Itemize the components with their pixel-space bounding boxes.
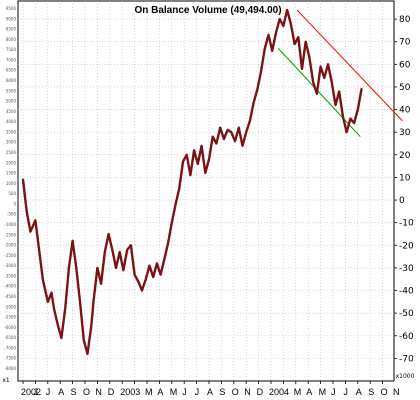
left-tick-label: -4500	[4, 294, 16, 299]
x-tick-label: M	[294, 387, 302, 397]
right-axis-unit-label: x1000	[396, 373, 415, 380]
left-tick-label: 6000	[6, 78, 17, 83]
left-tick-label: 7500	[6, 47, 17, 52]
right-tick-label: 60	[399, 60, 411, 70]
x-tick-label: 2004	[269, 387, 289, 397]
right-tick-label: -40	[399, 287, 414, 297]
left-tick-label: -1000	[4, 222, 16, 227]
x-tick-label: J	[33, 387, 38, 397]
x-tick-label: M	[170, 387, 178, 397]
x-tick-label: A	[157, 387, 163, 397]
x-tick-label: O	[232, 387, 239, 397]
left-tick-label: -7000	[4, 345, 16, 350]
left-tick-label: 5500	[6, 88, 17, 93]
right-tick-label: -50	[399, 309, 414, 319]
x-tick-label: S	[71, 387, 77, 397]
left-tick-label: 9000	[6, 16, 17, 21]
left-tick-label: -1500	[4, 232, 16, 237]
plot-area-frame	[17, 0, 395, 382]
grid-lines	[18, 1, 394, 381]
chart-title: On Balance Volume (49,494.00)	[134, 5, 281, 16]
x-tick-label: J	[331, 387, 336, 397]
right-axis: 80 70 60 50 40 30 20 10 0 -10 -20 -30 -40 -50 -60 -70	[394, 15, 414, 364]
right-tick-label: -30	[399, 264, 414, 274]
x-tick-label: M	[319, 387, 327, 397]
left-tick-label: 0	[13, 201, 16, 206]
left-tick-label: 500	[8, 191, 16, 196]
left-axis: 9500900085008000750070006500600055005000…	[4, 6, 16, 371]
trendline	[278, 48, 361, 138]
right-tick-label: 10	[399, 173, 411, 183]
x-tick-label: N	[95, 387, 102, 397]
x-tick-label: S	[219, 387, 225, 397]
left-tick-label: 1000	[6, 181, 17, 186]
x-tick-label: J	[182, 387, 187, 397]
left-tick-label: -3000	[4, 263, 16, 268]
left-tick-label: -4000	[4, 284, 16, 289]
x-tick-label: O	[83, 387, 90, 397]
left-tick-label: 7000	[6, 57, 17, 62]
obv-series-line	[21, 8, 363, 356]
right-tick-label: 20	[399, 151, 411, 161]
x-tick-label: 2003	[120, 387, 140, 397]
left-tick-label: -2000	[4, 243, 16, 248]
left-tick-label: 3500	[6, 129, 17, 134]
left-tick-label: 1500	[6, 171, 17, 176]
left-tick-label: 4000	[6, 119, 17, 124]
x-tick-label: M	[145, 387, 153, 397]
left-tick-label: 6500	[6, 68, 17, 73]
x-tick-label: D	[257, 387, 264, 397]
left-tick-label: -2500	[4, 253, 16, 258]
left-tick-label: -5000	[4, 304, 16, 309]
x-tick-label: J	[195, 387, 200, 397]
series-group	[21, 8, 363, 356]
x-tick-label: J	[46, 387, 51, 397]
x-tick-label: J	[343, 387, 348, 397]
left-tick-label: 3000	[6, 140, 17, 145]
left-axis-unit-label: x1	[2, 377, 10, 384]
left-tick-label: 2500	[6, 150, 17, 155]
x-tick-label: D	[108, 387, 115, 397]
left-tick-label: -7500	[4, 356, 16, 361]
left-tick-label: 8000	[6, 37, 17, 42]
left-tick-label: -6500	[4, 335, 16, 340]
right-tick-label: 50	[399, 83, 411, 93]
right-tick-label: 40	[399, 106, 411, 116]
left-tick-label: 4500	[6, 109, 17, 114]
right-tick-label: -60	[399, 332, 414, 342]
left-tick-label: -8000	[4, 366, 16, 371]
left-tick-label: -6000	[4, 325, 16, 330]
right-tick-label: -20	[399, 241, 414, 251]
x-tick-label: A	[356, 387, 362, 397]
x-tick-label: N	[393, 387, 400, 397]
x-tick-label: A	[207, 387, 213, 397]
left-tick-label: 2000	[6, 160, 17, 165]
right-tick-label: 70	[399, 38, 411, 48]
right-tick-label: -10	[399, 219, 414, 229]
trendline	[296, 9, 403, 122]
left-tick-label: 5000	[6, 99, 17, 104]
left-tick-label: -500	[7, 212, 17, 217]
left-tick-label: 9500	[6, 6, 17, 11]
trendlines	[278, 9, 403, 138]
right-tick-label: 80	[399, 15, 411, 25]
x-tick-label: A	[58, 387, 64, 397]
left-tick-label: -3500	[4, 273, 16, 278]
x-tick-label: N	[244, 387, 251, 397]
right-tick-label: 0	[399, 196, 405, 206]
x-tick-label: S	[368, 387, 374, 397]
left-tick-label: 8500	[6, 27, 17, 32]
x-tick-label: O	[381, 387, 388, 397]
right-tick-label: 30	[399, 128, 411, 138]
right-tick-label: -70	[399, 354, 414, 364]
x-tick-label: 2002	[21, 387, 41, 397]
x-tick-label: A	[306, 387, 312, 397]
left-tick-label: -5500	[4, 315, 16, 320]
